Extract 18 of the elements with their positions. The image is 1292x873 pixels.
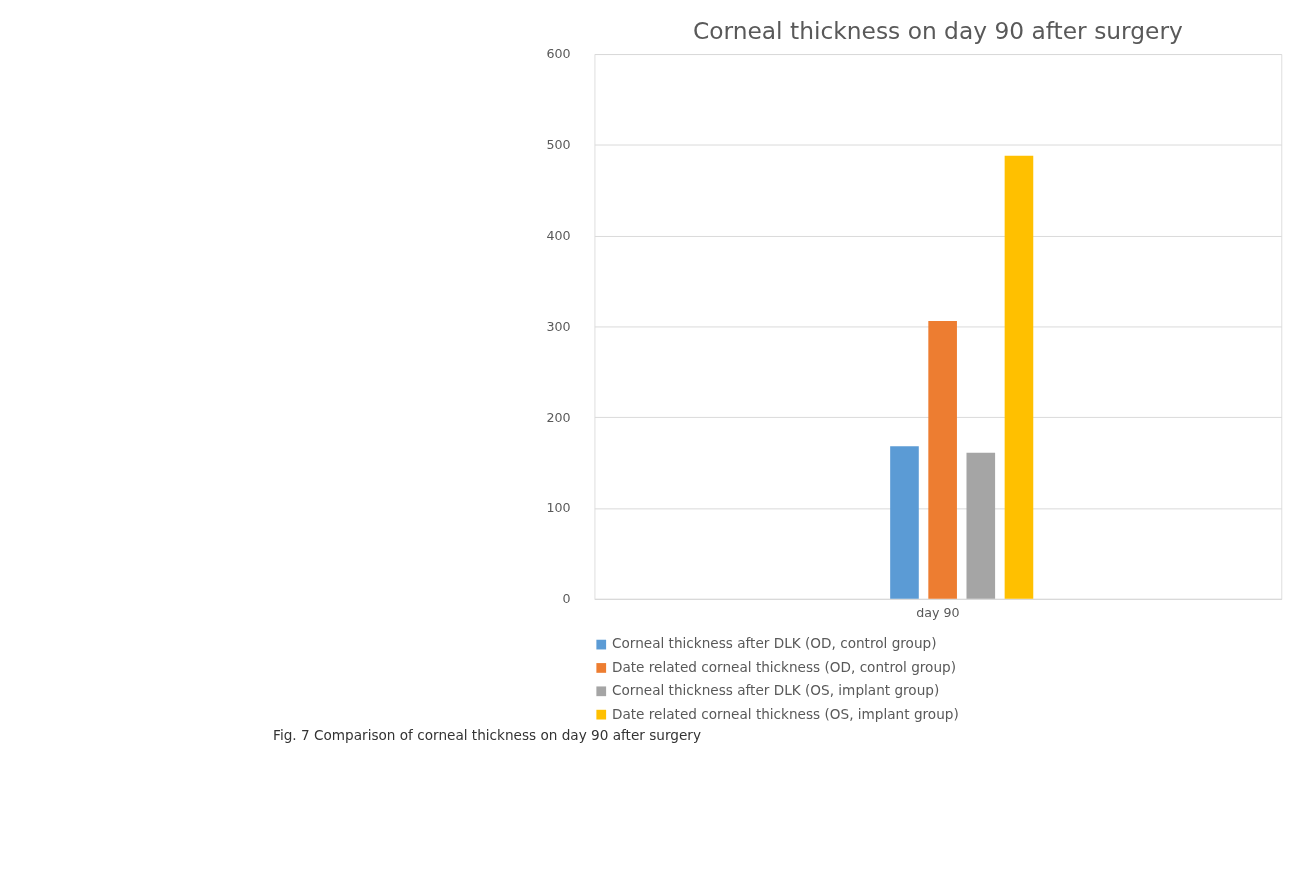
y-tick-label: 400 [546,228,571,244]
bar [966,452,996,599]
legend-label: Corneal thickness after DLK (OS, implant group) [611,682,940,699]
legend-label: Date related corneal thickness (OD, control group) [611,658,956,675]
y-tick-label: 100 [546,500,571,516]
caption: Fig. 7 Comparison of corneal thickness on day 90 after surgery [273,726,701,743]
chart-title: Corneal thickness on day 90 after surgery [692,17,1183,46]
x-tick-label: day 90 [916,604,960,620]
legend-label: Date related corneal thickness (OS, implant group) [611,705,959,722]
bar [1004,155,1034,599]
y-tick-label: 500 [546,137,571,153]
bar [928,321,957,599]
y-tick-label: 600 [546,46,571,62]
bar [890,446,919,599]
y-tick-label: 300 [546,318,571,334]
legend-label: Corneal thickness after DLK (OD, control group) [611,635,937,652]
y-tick-label: 200 [546,409,571,425]
y-tick-label: 0 [562,591,571,607]
